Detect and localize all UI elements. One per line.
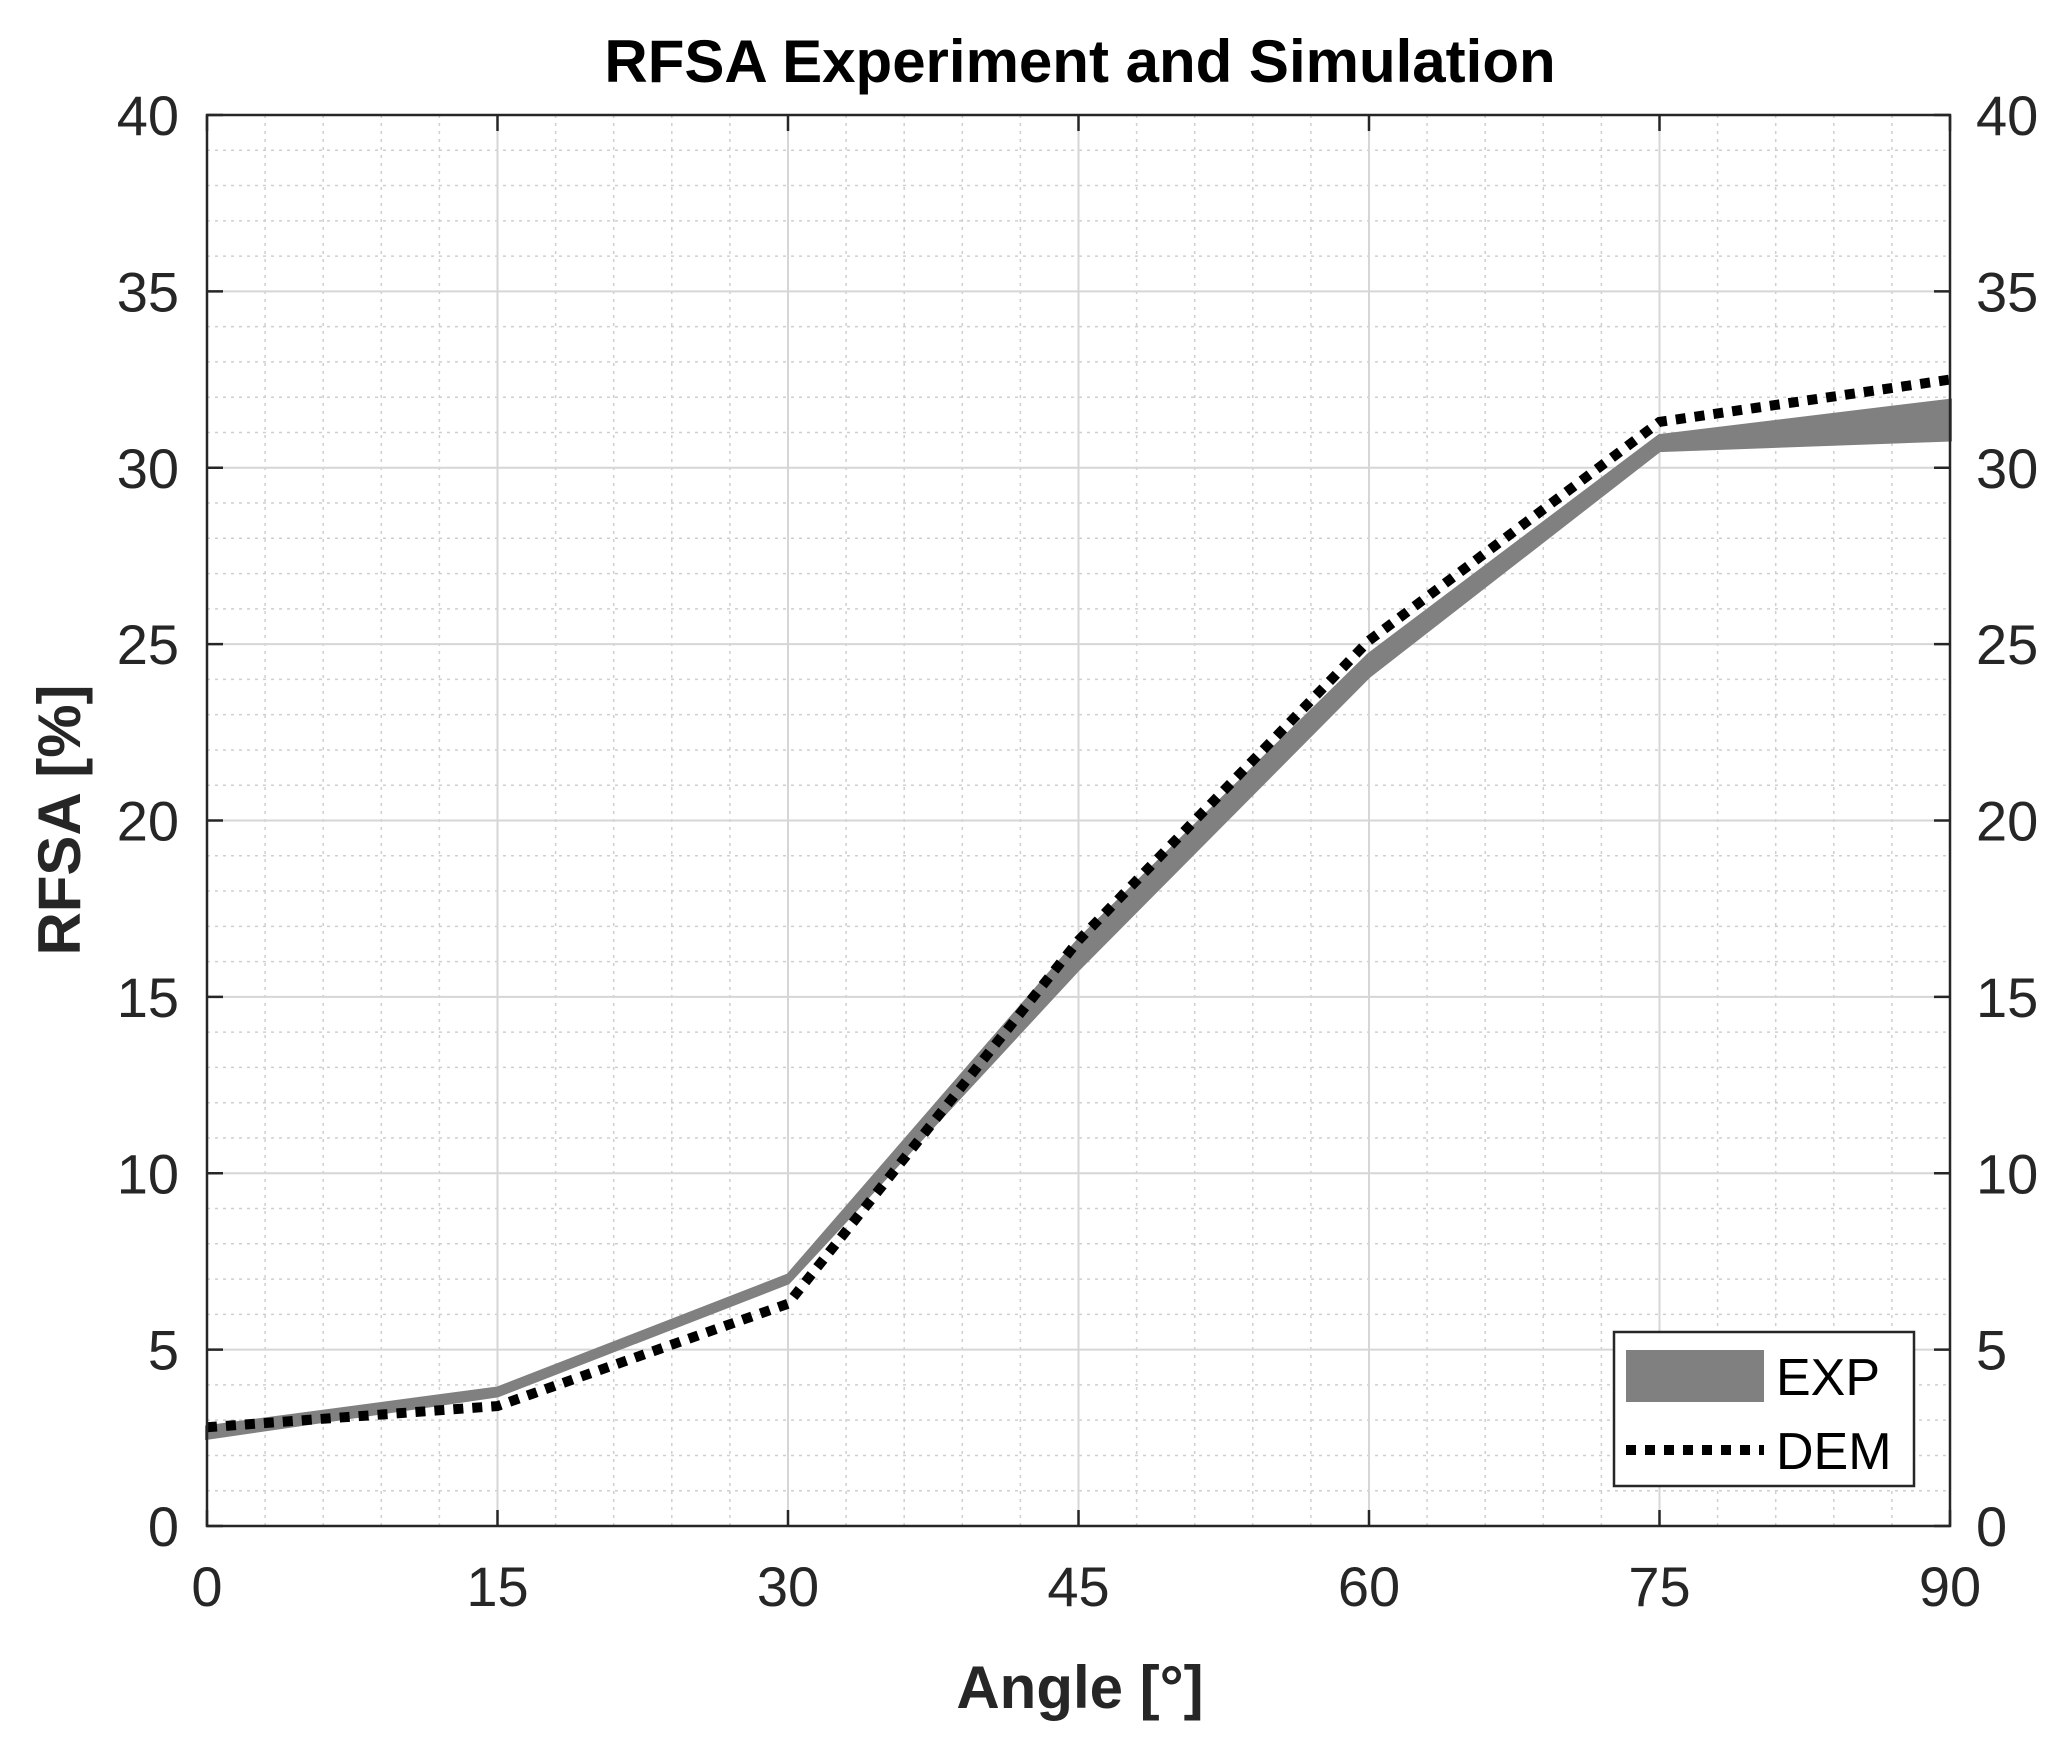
y-axis-title: RFSA [%] [26,684,93,955]
y-tick-label-right: 30 [1976,437,2038,500]
chart-title: RFSA Experiment and Simulation [604,28,1555,95]
x-tick-label: 90 [1919,1555,1981,1618]
series-dem-line [206,374,1951,1433]
x-tick-label: 75 [1628,1555,1690,1618]
x-tick-label: 30 [757,1555,819,1618]
y-tick-label-left: 15 [117,966,179,1029]
y-tick-label-left: 10 [117,1142,179,1205]
x-tick-label: 60 [1338,1555,1400,1618]
legend-label: EXP [1776,1349,1880,1407]
y-tick-label-left: 30 [117,437,179,500]
y-tick-label-right: 15 [1976,966,2038,1029]
y-tick-label-left: 20 [117,790,179,853]
legend-label: DEM [1776,1423,1892,1481]
y-tick-label-right: 35 [1976,260,2038,323]
y-tick-label-right: 25 [1976,613,2038,676]
y-tick-label-left: 40 [117,84,179,147]
y-tick-label-right: 0 [1976,1495,2007,1558]
y-tick-label-left: 25 [117,613,179,676]
y-tick-label-right: 10 [1976,1142,2038,1205]
x-axis-title: Angle [°] [956,1654,1203,1721]
x-tick-label: 0 [191,1555,222,1618]
x-tick-label: 45 [1047,1555,1109,1618]
y-tick-label-right: 40 [1976,84,2038,147]
y-tick-label-right: 5 [1976,1319,2007,1382]
legend-swatch-exp [1626,1350,1764,1402]
y-tick-label-left: 5 [148,1319,179,1382]
x-tick-label: 15 [466,1555,528,1618]
y-tick-label-left: 35 [117,260,179,323]
y-tick-label-left: 0 [148,1495,179,1558]
y-tick-label-right: 20 [1976,790,2038,853]
legend: EXP DEM [1612,1330,1916,1488]
